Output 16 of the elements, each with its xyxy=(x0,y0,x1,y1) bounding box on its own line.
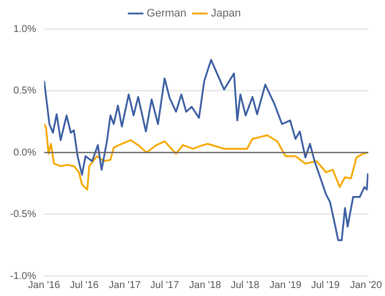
y-tick-label: -1.0% xyxy=(10,270,36,282)
x-tick-label: Jan '17 xyxy=(108,280,142,291)
x-tick-label: Jul '18 xyxy=(230,280,260,291)
x-tick-label: Jan '16 xyxy=(28,280,61,291)
y-tick-label: 0.0% xyxy=(13,147,36,158)
x-tick-label: Jul '17 xyxy=(150,280,180,291)
x-tick-label: Jul '19 xyxy=(311,280,340,291)
legend-label: German xyxy=(146,8,186,20)
legend-label: Japan xyxy=(210,8,241,20)
x-tick-label: Jan '18 xyxy=(189,280,222,291)
y-tick-label: 1.0% xyxy=(13,24,36,35)
x-tick-label: Jan '19 xyxy=(270,280,302,291)
x-tick-label: Jul '16 xyxy=(70,280,99,291)
y-tick-label: 0.5% xyxy=(13,86,36,96)
y-tick-label: -0.5% xyxy=(10,209,36,220)
x-tick-label: Jan '20 xyxy=(350,280,382,291)
